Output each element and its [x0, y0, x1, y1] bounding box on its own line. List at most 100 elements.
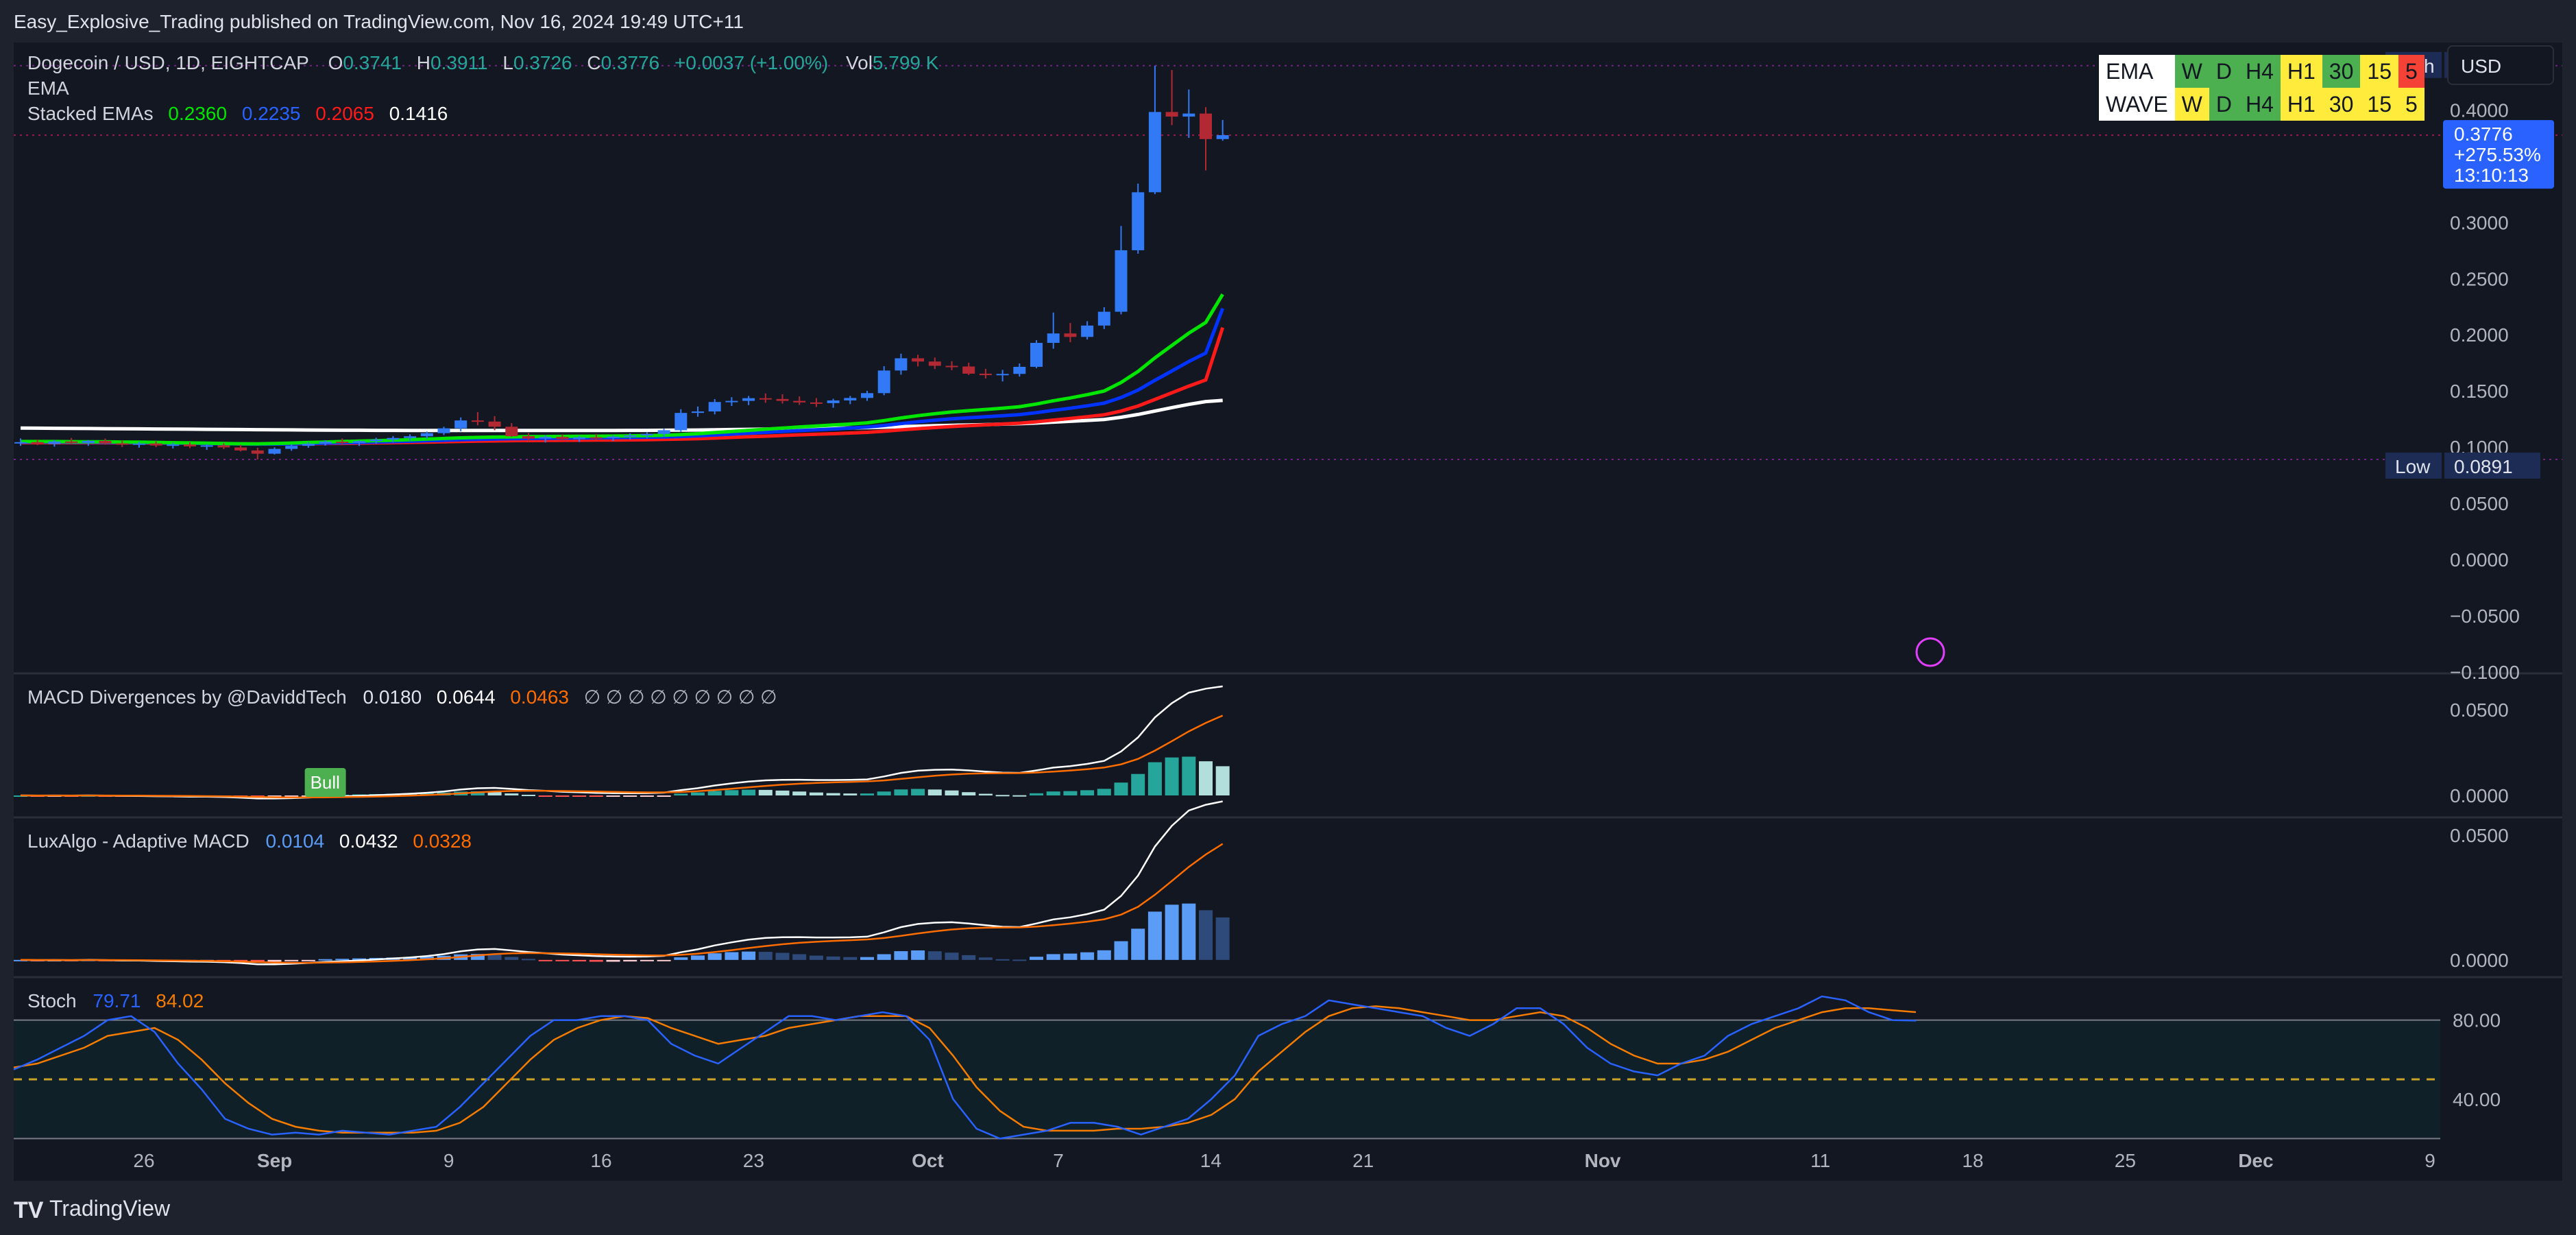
candle-body	[471, 420, 484, 422]
macd2-histogram-bar	[927, 951, 942, 960]
candle-body	[217, 445, 230, 448]
macd1-histogram-bar	[623, 795, 637, 797]
confluence-cell: D	[2209, 55, 2239, 88]
chart-background	[14, 43, 2562, 1181]
macd1-histogram-bar	[691, 792, 705, 795]
high-value: 0.3911	[430, 52, 488, 73]
macd2-histogram-bar	[352, 958, 366, 960]
macd2-legend[interactable]: LuxAlgo - Adaptive MACD 0.0104 0.0432 0.…	[27, 830, 476, 852]
macd1-value-macd: 0.0644	[436, 686, 496, 708]
candle-body	[590, 437, 603, 439]
time-tick-label: 23	[743, 1150, 764, 1171]
price-tick-label: 0.1500	[2450, 381, 2509, 402]
candle-body	[48, 441, 61, 444]
candle-body	[31, 442, 44, 444]
macd2-histogram-bar	[860, 957, 874, 960]
macd1-histogram-bar	[1063, 791, 1078, 795]
macd2-histogram-bar	[318, 959, 332, 961]
bull-divergence-badge	[304, 768, 346, 797]
macd-divergences-pane: 0.0500 0.0000 Bull	[14, 685, 2509, 806]
macd1-histogram-bar	[742, 789, 756, 795]
time-tick-label: Sep	[257, 1150, 292, 1171]
stoch-pane: 80.00 40.00	[13, 995, 2501, 1140]
macd2-value-macd: 0.0432	[339, 830, 398, 852]
macd2-histogram-bar	[234, 959, 248, 961]
macd2-histogram-bar	[725, 952, 739, 960]
macd2-histogram-bar	[487, 955, 502, 960]
candle-body	[1132, 192, 1145, 250]
candle-body	[1115, 250, 1128, 312]
candle-body	[82, 440, 95, 443]
candle-body	[454, 420, 467, 429]
macd2-histogram-bar	[470, 954, 485, 960]
low-value: 0.0891	[2454, 456, 2513, 477]
candle-body	[539, 437, 552, 439]
macd1-legend[interactable]: MACD Divergences by @DaviddTech 0.0180 0…	[27, 686, 781, 708]
candle-body	[895, 358, 908, 371]
candle-body	[810, 402, 823, 404]
macd1-histogram-bar	[1097, 789, 1111, 795]
stacked-emas-legend[interactable]: Stacked EMAs 0.2360 0.2235 0.2065 0.1416	[27, 103, 452, 125]
time-tick-label: 7	[1053, 1150, 1064, 1171]
macd2-histogram-bar	[877, 954, 891, 960]
candle-body	[877, 370, 890, 394]
confluence-cell: H4	[2238, 55, 2281, 88]
confluence-row: EMA W D H4 H1 30 15 5	[2099, 55, 2425, 88]
macd2-value-signal: 0.0328	[413, 830, 472, 852]
candle-body	[793, 400, 806, 403]
macd2-histogram-bar	[1182, 903, 1196, 960]
macd1-histogram-bar	[894, 789, 908, 795]
macd1-histogram-bar	[589, 795, 603, 797]
macd2-histogram-bar	[640, 959, 654, 961]
candle-body	[912, 358, 925, 362]
main-legend: Dogecoin / USD, 1D, EIGHTCAP O0.3741 H0.…	[27, 52, 943, 74]
stacked-ema-blue: 0.2235	[241, 103, 301, 124]
change-value: +0.0037 (+1.00%)	[675, 52, 829, 73]
macd2-histogram-bar	[962, 955, 976, 960]
price-tick-label: 0.0000	[2450, 549, 2509, 571]
stoch-d-line	[13, 1005, 1917, 1134]
candle-body	[692, 411, 704, 413]
macd2-histogram-bar	[1063, 953, 1078, 960]
candle-body	[844, 398, 857, 400]
stacked-ema-red: 0.2065	[315, 103, 374, 124]
candle-body	[353, 441, 365, 444]
confluence-cell: 5	[2398, 88, 2425, 121]
macd1-histogram-bar	[1199, 761, 1213, 795]
currency-button[interactable]: USD	[2447, 45, 2554, 85]
candle-body	[708, 402, 721, 412]
time-tick-label: 16	[590, 1150, 611, 1171]
price-tick-label: 0.4000	[2450, 99, 2509, 121]
close-label: C	[587, 52, 601, 73]
macd2-signal-line	[20, 843, 1224, 964]
macd2-tick-label: 0.0500	[2450, 825, 2509, 846]
candle-body	[675, 413, 688, 431]
candle-body	[996, 374, 1009, 376]
candle-body	[505, 427, 518, 437]
macd1-histogram-bar	[725, 790, 739, 795]
symbol-title[interactable]: Dogecoin / USD, 1D, EIGHTCAP	[27, 52, 309, 73]
macd1-name: MACD Divergences by @DaviddTech	[27, 686, 347, 708]
candle-body	[14, 442, 27, 444]
macd1-histogram-bar	[657, 795, 671, 797]
confluence-cell: H1	[2280, 55, 2322, 88]
macd2-histogram-bar	[691, 955, 705, 960]
macd2-histogram-bar	[775, 952, 790, 960]
macd2-histogram-bar	[1046, 954, 1060, 960]
macd2-histogram-bar	[657, 959, 671, 961]
macd2-histogram-bar	[606, 959, 620, 962]
macd2-histogram-bar	[1030, 957, 1043, 960]
candle-body	[336, 442, 349, 444]
time-tick-label: 9	[2425, 1150, 2435, 1171]
open-label: O	[328, 52, 343, 73]
time-tick-label: Nov	[1585, 1150, 1621, 1171]
macd1-histogram-bar	[826, 793, 840, 795]
candle-body	[979, 373, 992, 376]
stoch-legend[interactable]: Stoch 79.71 84.02	[27, 990, 208, 1012]
ema-line-green	[21, 293, 1224, 446]
confluence-row-label: WAVE	[2099, 88, 2175, 121]
price-tick-label: 0.2000	[2450, 324, 2509, 346]
ema-legend[interactable]: EMA	[27, 77, 73, 99]
macd1-tick-label: 0.0000	[2450, 785, 2509, 806]
